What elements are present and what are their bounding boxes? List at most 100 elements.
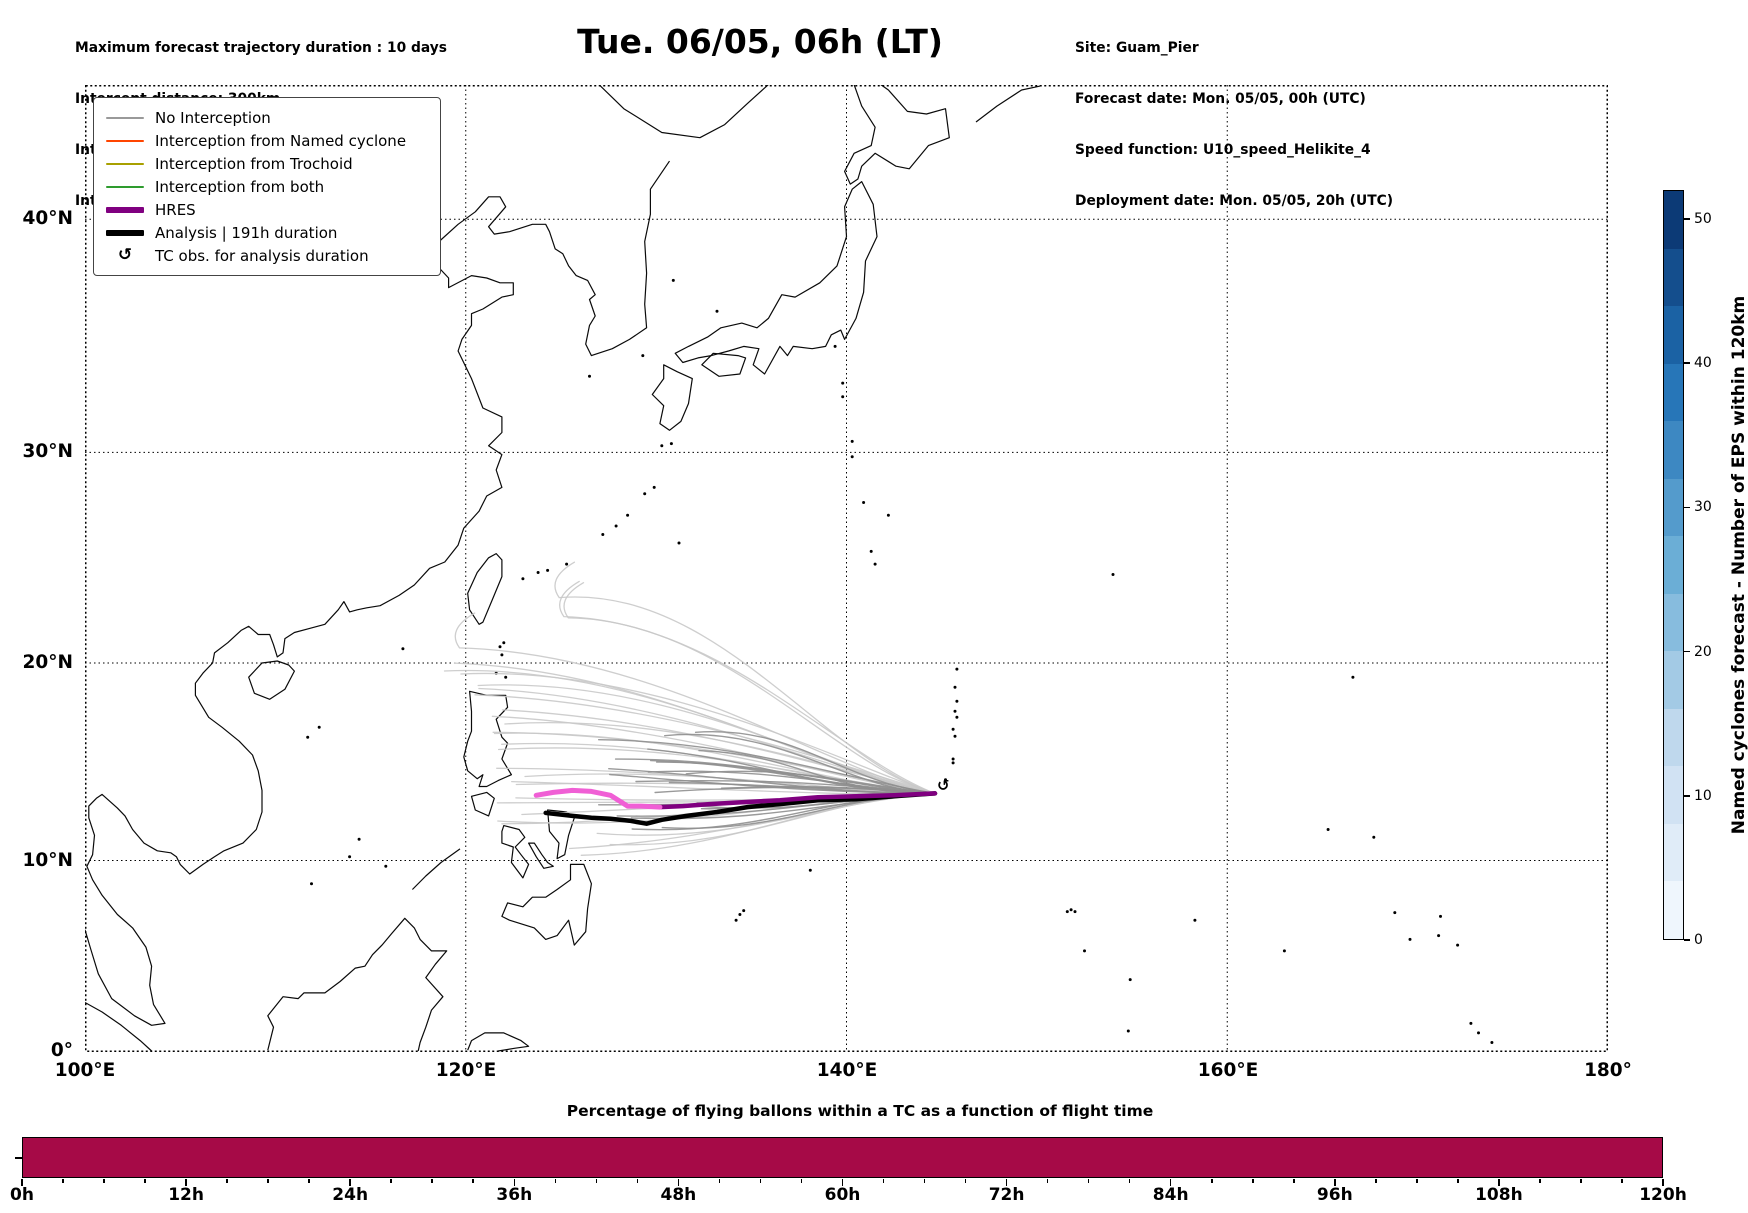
island-dot: [1469, 1021, 1473, 1025]
ensemble-trajectory: [694, 730, 936, 795]
island-dot: [310, 882, 313, 886]
island-dot: [1393, 911, 1397, 915]
flight-axis-minor-tick: [144, 1179, 146, 1183]
ensemble-trajectory: [614, 758, 936, 795]
island-dot: [317, 725, 321, 729]
coastline: [84, 1001, 153, 1052]
flight-axis-tick: [513, 1179, 516, 1186]
header-line: Forecast date: Mon. 05/05, 00h (UTC): [1075, 91, 1366, 107]
island-dot: [886, 513, 890, 517]
coastline: [674, 181, 878, 375]
ensemble-trajectory: [608, 768, 936, 795]
flight-axis-minor-tick: [1539, 1179, 1541, 1183]
island-dot: [401, 647, 405, 651]
island-dot: [306, 735, 310, 739]
island-dot: [1351, 675, 1355, 679]
coastline: [463, 690, 512, 788]
lon-tick-label: 160°E: [1197, 1060, 1259, 1081]
lat-tick-label: 10°N: [22, 850, 73, 871]
island-dot: [1437, 934, 1441, 938]
legend-label: HRES: [155, 200, 196, 219]
legend-line-swatch: [106, 206, 144, 213]
lat-tick-label: 30°N: [22, 441, 73, 462]
colorbar-band: [1664, 766, 1683, 825]
legend-line-swatch: [106, 139, 144, 142]
legend-line-swatch: [106, 116, 144, 119]
island-dot: [498, 645, 502, 649]
flight-axis-minor-tick: [923, 1179, 926, 1183]
tc-symbol-icon: ↺: [106, 247, 144, 264]
colorbar-band: [1664, 708, 1683, 767]
island-dot: [502, 641, 506, 645]
island-dot: [734, 918, 738, 922]
island-dot: [953, 685, 957, 689]
flight-axis-tick: [1334, 1179, 1336, 1186]
island-dot: [1073, 910, 1077, 914]
legend-label: Analysis | 191h duration: [155, 223, 338, 242]
legend-line-swatch: [106, 229, 144, 236]
island-dot: [833, 344, 837, 348]
map-border: [85, 85, 1608, 1052]
colorbar-band: [1664, 881, 1683, 940]
flight-axis-tick: [185, 1179, 187, 1186]
legend-label: Interception from Named cyclone: [155, 131, 407, 150]
legend-line-swatch: [106, 116, 144, 119]
coastline: [467, 1032, 530, 1052]
island-dot: [357, 837, 361, 841]
colorbar-band: [1664, 306, 1683, 365]
flight-axis-minor-tick: [800, 1179, 803, 1183]
flight-axis-minor-tick: [1046, 1179, 1049, 1183]
legend-line-swatch: [106, 162, 144, 165]
flight-axis-tick: [349, 1179, 351, 1186]
island-dot: [1477, 1031, 1480, 1035]
flight-axis-tick-label: 84h: [1152, 1185, 1189, 1205]
flight-axis-tick: [1169, 1179, 1172, 1186]
ensemble-trajectory: [454, 612, 936, 795]
coastline: [501, 825, 530, 879]
island-dot: [652, 485, 656, 489]
coastline: [651, 364, 693, 431]
coastline: [528, 842, 554, 869]
island-dot: [1083, 949, 1086, 953]
island-dot: [1069, 908, 1073, 912]
legend-label: Interception from Trochoid: [155, 154, 353, 173]
ensemble-trajectory: [554, 561, 936, 795]
island-dot: [500, 653, 504, 657]
island-dot: [715, 309, 719, 313]
island-dot: [671, 278, 675, 282]
island-dot: [873, 562, 877, 566]
legend-row: HRES: [106, 198, 430, 221]
colorbar-tick: [1684, 506, 1690, 509]
flight-axis-minor-tick: [308, 1179, 310, 1183]
island-dot: [951, 727, 955, 731]
flight-axis-tick-label: 60h: [824, 1185, 861, 1205]
colorbar-tick: [1684, 362, 1690, 364]
flight-axis-tick-label: 24h: [332, 1185, 369, 1205]
island-dot: [669, 442, 673, 446]
flight-axis-minor-tick: [759, 1179, 762, 1183]
island-dot: [546, 568, 550, 572]
island-dot: [850, 439, 854, 443]
island-dot: [1439, 914, 1442, 918]
island-dot: [850, 455, 854, 459]
island-dot: [1282, 949, 1286, 953]
flight-axis-minor-tick: [1251, 1179, 1254, 1183]
lat-tick-label: 40°N: [22, 208, 73, 229]
island-dot: [944, 778, 947, 782]
legend-line-swatch: [106, 229, 144, 236]
map-legend: No Interception Interception from Named c…: [93, 97, 441, 276]
flight-axis-minor-tick: [472, 1179, 475, 1183]
legend-line-swatch: [106, 139, 144, 142]
island-dot: [1126, 1029, 1130, 1033]
flight-axis-minor-tick: [62, 1179, 64, 1183]
legend-row: Interception from both: [106, 175, 430, 198]
island-dot: [626, 513, 630, 517]
island-dot: [504, 675, 508, 679]
ensemble-trajectory: [664, 733, 936, 795]
coastline: [84, 160, 670, 1026]
flight-axis-minor-tick: [554, 1179, 557, 1183]
island-dot: [1111, 573, 1115, 576]
coastline: [598, 84, 769, 139]
legend-line-swatch: [106, 206, 144, 213]
flight-axis-tick: [1498, 1179, 1500, 1186]
